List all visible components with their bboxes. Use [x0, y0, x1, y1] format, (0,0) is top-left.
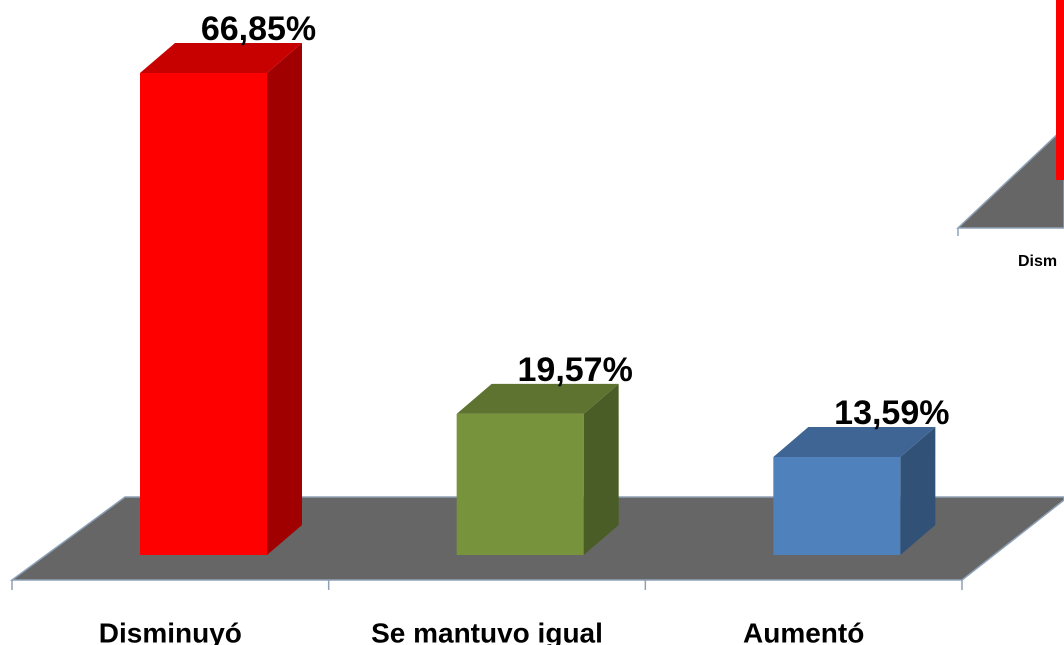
fragment-label: Dism [1018, 253, 1057, 270]
bar-top [456, 383, 619, 414]
x-tick-label: Disminuyó [99, 617, 242, 645]
bar-side [267, 43, 302, 555]
fragment-bar [1056, 0, 1064, 180]
fragment-floor [956, 126, 1064, 229]
bar [140, 73, 267, 555]
bar [773, 457, 901, 555]
bar-side [583, 383, 619, 555]
bar-top [140, 43, 302, 74]
value-label: 66,85% [201, 10, 316, 48]
value-label: 19,57% [518, 351, 633, 389]
x-tick-label: Se mantuvo igual [371, 617, 603, 645]
bar-side [900, 427, 936, 555]
value-label: 13,59% [834, 394, 949, 432]
x-tick-label: Aumentó [743, 617, 864, 645]
bar [456, 413, 584, 555]
bar-top [773, 427, 936, 458]
